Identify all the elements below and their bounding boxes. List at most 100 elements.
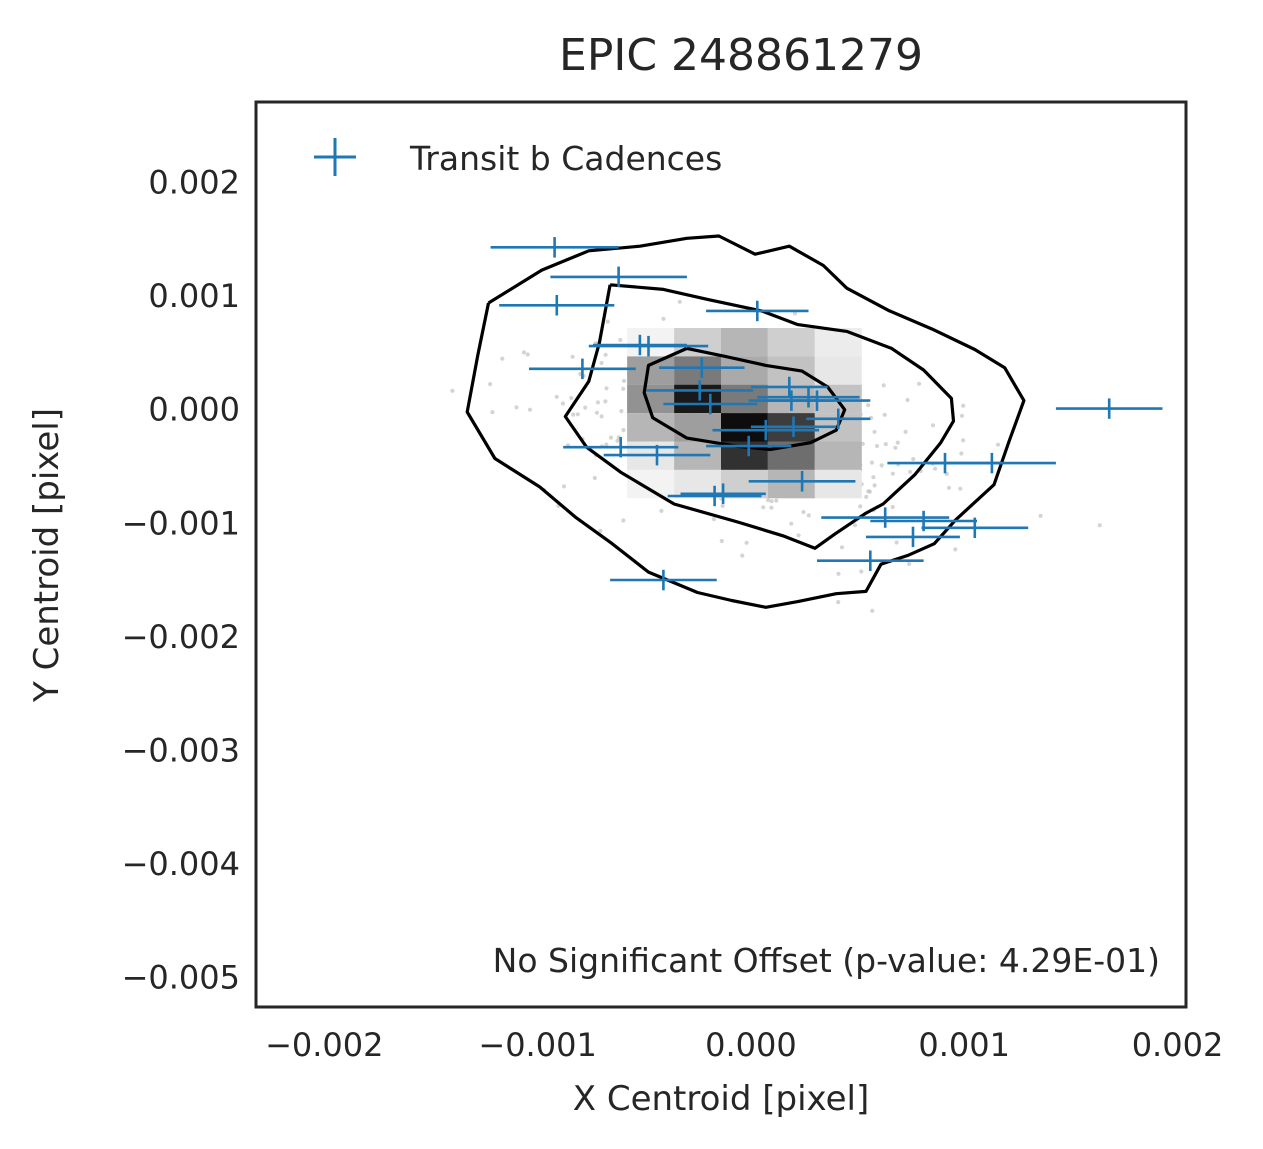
background-point	[893, 445, 898, 450]
contour-inner	[642, 346, 847, 452]
background-point	[583, 405, 588, 410]
y-tick-label: 0.000	[148, 391, 240, 429]
background-point	[806, 513, 811, 518]
histogram-cell	[674, 384, 721, 414]
background-point	[571, 412, 576, 417]
background-point	[560, 401, 566, 406]
background-point	[500, 356, 505, 361]
y-tick-label: −0.004	[122, 845, 240, 883]
background-point	[615, 438, 620, 443]
histogram-cell	[814, 328, 862, 357]
transit-point	[757, 387, 860, 408]
background-point	[930, 423, 936, 428]
background-point	[903, 429, 908, 434]
background-point	[796, 533, 801, 538]
background-point	[866, 403, 871, 408]
background-point	[621, 378, 627, 383]
background-point	[514, 405, 519, 410]
background-point	[872, 429, 877, 434]
y-tick-label: −0.005	[122, 959, 240, 997]
background-point	[872, 483, 877, 488]
background-point	[599, 360, 604, 366]
transit-b-cadences	[490, 237, 1163, 591]
transit-point	[866, 526, 960, 548]
background-point	[852, 523, 858, 528]
background-point	[605, 319, 610, 324]
background-point	[659, 508, 664, 513]
background-point	[871, 475, 876, 480]
legend-marker-transit	[314, 138, 356, 176]
background-point	[1097, 523, 1102, 528]
background-point	[894, 540, 899, 545]
transit-point	[763, 390, 871, 411]
background-point	[604, 442, 609, 447]
x-tick-label: 0.002	[1132, 1026, 1224, 1064]
background-point	[870, 608, 875, 613]
background-point	[561, 484, 567, 489]
background-point	[525, 352, 530, 357]
background-point	[598, 528, 603, 534]
background-point	[554, 394, 559, 399]
x-tick-label: 0.000	[705, 1026, 797, 1064]
background-point	[858, 504, 863, 509]
histogram-cell	[814, 469, 862, 499]
background-point	[874, 443, 880, 449]
background-point	[677, 299, 682, 304]
transit-point	[806, 408, 871, 429]
background-point	[911, 457, 916, 462]
transit-point	[927, 452, 1056, 474]
background-point	[618, 337, 623, 343]
background-point	[958, 486, 963, 491]
histogram-cell	[814, 441, 862, 470]
background-point	[661, 316, 666, 321]
background-point	[881, 383, 886, 388]
histogram-cell	[674, 356, 721, 385]
y-axis-ticks: 0.002 0.001 0.000 −0.001 −0.002 −0.003 −0.004 −…	[122, 164, 240, 997]
histogram-cell	[767, 469, 815, 499]
y-axis-label: Y Centroid [pixel]	[27, 408, 67, 703]
x-axis-label: X Centroid [pixel]	[573, 1079, 870, 1119]
transit-point	[663, 393, 758, 415]
background-point	[603, 399, 608, 404]
background-point	[490, 410, 495, 415]
background-point	[575, 412, 580, 417]
legend: Transit b Cadences	[314, 138, 722, 178]
background-point	[905, 397, 910, 403]
background-point	[619, 409, 624, 414]
background-point	[883, 442, 888, 447]
background-point	[859, 569, 864, 574]
y-tick-label: −0.001	[122, 504, 240, 542]
background-point	[527, 407, 533, 412]
transit-point	[499, 295, 615, 316]
background-point	[604, 386, 609, 391]
background-point	[890, 504, 895, 510]
background-point	[769, 505, 774, 510]
background-point	[603, 352, 608, 357]
plot-frame	[254, 100, 1188, 1009]
transit-point	[921, 517, 1029, 538]
transit-point	[1055, 398, 1163, 419]
transit-point	[646, 380, 753, 401]
transit-point	[529, 358, 636, 380]
background-point	[488, 382, 493, 387]
y-tick-label: −0.003	[122, 731, 240, 769]
background-point	[594, 410, 600, 415]
background-point	[766, 498, 771, 503]
background-point	[953, 547, 958, 552]
transit-point	[659, 357, 745, 378]
background-point	[711, 517, 717, 522]
transit-point	[821, 507, 950, 528]
background-point	[882, 412, 887, 417]
offset-annotation: No Significant Offset (p-value: 4.29E-01…	[493, 941, 1160, 980]
background-point	[570, 354, 575, 359]
x-tick-label: 0.001	[918, 1026, 1010, 1064]
background-point	[995, 442, 1001, 447]
background-point	[761, 505, 766, 510]
background-point	[801, 509, 806, 515]
chart-title: EPIC 248861279	[559, 30, 923, 81]
background-point	[890, 471, 895, 476]
background-point	[839, 545, 845, 550]
background-point	[621, 518, 626, 523]
